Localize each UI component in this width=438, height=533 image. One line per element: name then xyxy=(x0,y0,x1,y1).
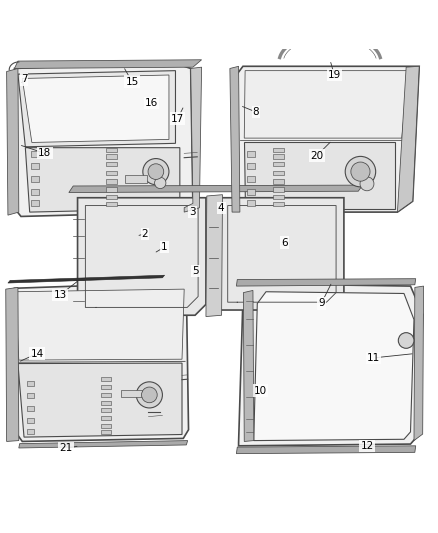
Text: 17: 17 xyxy=(171,114,184,124)
Polygon shape xyxy=(19,441,187,448)
Bar xyxy=(31,163,39,168)
Bar xyxy=(31,200,39,206)
Polygon shape xyxy=(14,60,201,68)
Bar xyxy=(102,401,111,405)
Text: 10: 10 xyxy=(254,385,267,395)
Polygon shape xyxy=(12,62,193,216)
Bar xyxy=(121,390,142,397)
Text: 14: 14 xyxy=(31,349,44,359)
Circle shape xyxy=(345,156,376,187)
Polygon shape xyxy=(8,275,165,283)
Polygon shape xyxy=(397,66,419,212)
Bar xyxy=(27,381,35,386)
Polygon shape xyxy=(237,66,419,212)
Polygon shape xyxy=(244,142,395,209)
Text: 5: 5 xyxy=(192,266,198,276)
Bar xyxy=(102,416,111,419)
Bar xyxy=(106,180,117,184)
Text: 19: 19 xyxy=(328,70,341,80)
Bar xyxy=(102,430,111,434)
Bar xyxy=(247,163,255,168)
Bar xyxy=(273,171,284,175)
Bar xyxy=(106,154,117,158)
Bar xyxy=(106,195,117,199)
Circle shape xyxy=(141,387,157,403)
Bar xyxy=(27,393,35,398)
Bar xyxy=(273,162,284,166)
Bar xyxy=(273,202,284,206)
Bar xyxy=(273,195,284,199)
Polygon shape xyxy=(220,198,344,310)
Bar xyxy=(27,406,35,411)
Bar xyxy=(27,429,35,434)
Bar xyxy=(102,385,111,389)
Polygon shape xyxy=(414,286,424,441)
Text: 11: 11 xyxy=(367,353,380,363)
Text: 1: 1 xyxy=(161,242,168,252)
Text: 2: 2 xyxy=(142,229,148,239)
Bar xyxy=(247,176,255,182)
Polygon shape xyxy=(25,148,180,212)
Bar xyxy=(273,154,284,158)
Polygon shape xyxy=(18,363,182,437)
Text: 13: 13 xyxy=(53,290,67,300)
Bar xyxy=(106,171,117,175)
Polygon shape xyxy=(237,279,416,286)
Circle shape xyxy=(136,382,162,408)
Bar xyxy=(273,180,284,184)
Polygon shape xyxy=(244,290,254,441)
Circle shape xyxy=(155,177,166,189)
Bar xyxy=(106,148,117,152)
Polygon shape xyxy=(230,66,240,212)
Polygon shape xyxy=(7,68,19,215)
Polygon shape xyxy=(78,198,206,315)
Bar xyxy=(106,162,117,166)
Bar xyxy=(31,151,39,157)
Polygon shape xyxy=(18,71,176,147)
Circle shape xyxy=(351,162,370,181)
Bar xyxy=(247,200,255,206)
Bar xyxy=(247,151,255,157)
Bar xyxy=(102,377,111,382)
Polygon shape xyxy=(184,67,201,212)
Text: 21: 21 xyxy=(59,443,72,454)
Bar xyxy=(106,202,117,206)
Text: 16: 16 xyxy=(145,98,158,108)
Polygon shape xyxy=(244,71,408,138)
Bar xyxy=(273,148,284,152)
Bar xyxy=(125,175,147,182)
Circle shape xyxy=(360,177,374,191)
Circle shape xyxy=(398,333,414,349)
Polygon shape xyxy=(22,75,169,142)
Text: 18: 18 xyxy=(38,148,52,158)
Text: 6: 6 xyxy=(281,238,288,247)
Polygon shape xyxy=(15,289,184,360)
Text: 3: 3 xyxy=(190,207,196,217)
Text: 12: 12 xyxy=(360,441,374,451)
Text: 20: 20 xyxy=(311,150,324,160)
Bar xyxy=(102,393,111,397)
Polygon shape xyxy=(254,292,414,441)
Bar xyxy=(273,187,284,192)
Text: 8: 8 xyxy=(253,107,259,117)
Circle shape xyxy=(143,158,169,184)
Text: 9: 9 xyxy=(318,298,325,309)
Polygon shape xyxy=(69,185,363,192)
Polygon shape xyxy=(237,446,416,454)
Bar xyxy=(247,189,255,195)
Text: 4: 4 xyxy=(218,203,225,213)
Bar xyxy=(31,189,39,195)
Circle shape xyxy=(148,164,164,180)
Bar xyxy=(106,187,117,192)
Bar xyxy=(102,408,111,413)
Polygon shape xyxy=(206,195,223,317)
Polygon shape xyxy=(12,283,188,441)
Polygon shape xyxy=(239,284,423,446)
Text: 15: 15 xyxy=(125,77,138,86)
Bar xyxy=(31,176,39,182)
Text: 7: 7 xyxy=(21,75,27,84)
Bar xyxy=(27,418,35,423)
Polygon shape xyxy=(6,287,19,441)
Bar xyxy=(102,424,111,427)
